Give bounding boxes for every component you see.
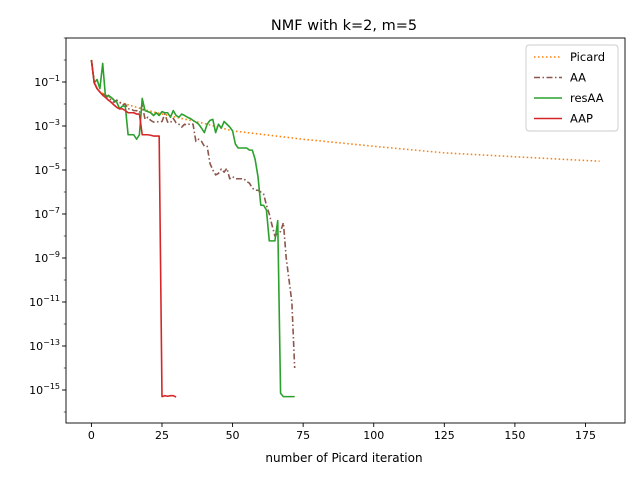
legend-label: AAP [570,112,593,126]
y-tick-base: 10 [34,76,48,89]
series-layer [90,59,600,398]
y-tick-exponent: −15 [43,382,60,391]
x-tick-label: 0 [88,429,95,442]
y-tick-label: 10−5 [34,162,60,177]
series-line-picard [90,59,600,163]
y-tick-base: 10 [29,296,43,309]
series-line-aa [90,59,296,369]
legend-box [525,44,619,132]
x-tick-label: 50 [226,429,240,442]
y-tick-exponent: −5 [48,162,60,171]
y-tick-label: 10−9 [34,250,60,265]
y-tick-label: 10−15 [29,382,60,397]
y-tick-exponent: −13 [43,338,60,347]
y-tick-label: 10−13 [29,338,60,353]
legend: Picard AA resAA AAP [525,44,619,132]
y-tick-label: 10−1 [34,74,60,89]
y-tick-base: 10 [34,120,48,133]
chart-title: NMF with k=2, m=5 [271,18,417,34]
series-line-aap [90,59,177,398]
x-tick-label: 25 [155,429,169,442]
y-tick-label: 10−3 [34,118,60,133]
legend-label: resAA [570,91,604,105]
x-tick-label: 75 [296,429,310,442]
series-line-resaa [90,59,295,398]
y-tick-exponent: −3 [48,118,60,127]
axes-layer: 0 25 50 75 100 125 150 17510−110−310−510−710−91… [29,37,626,442]
y-tick-exponent: −11 [43,294,60,303]
y-tick-label: 10−7 [34,206,60,221]
y-tick-exponent: −1 [48,74,60,83]
y-tick-exponent: −7 [48,206,60,215]
x-tick-label: 100 [363,429,384,442]
x-axis-label: number of Picard iteration [265,451,422,465]
y-tick-base: 10 [34,208,48,221]
y-tick-exponent: −9 [48,250,60,259]
legend-label: AA [570,71,586,85]
legend-label: Picard [570,50,605,64]
x-tick-label: 125 [434,429,455,442]
y-tick-label: 10−11 [29,294,60,309]
x-tick-label: 150 [504,429,525,442]
y-tick-base: 10 [29,384,43,397]
y-tick-base: 10 [34,164,48,177]
y-tick-base: 10 [34,252,48,265]
x-tick-label: 175 [575,429,596,442]
y-tick-base: 10 [29,340,43,353]
plot-frame [65,37,626,424]
